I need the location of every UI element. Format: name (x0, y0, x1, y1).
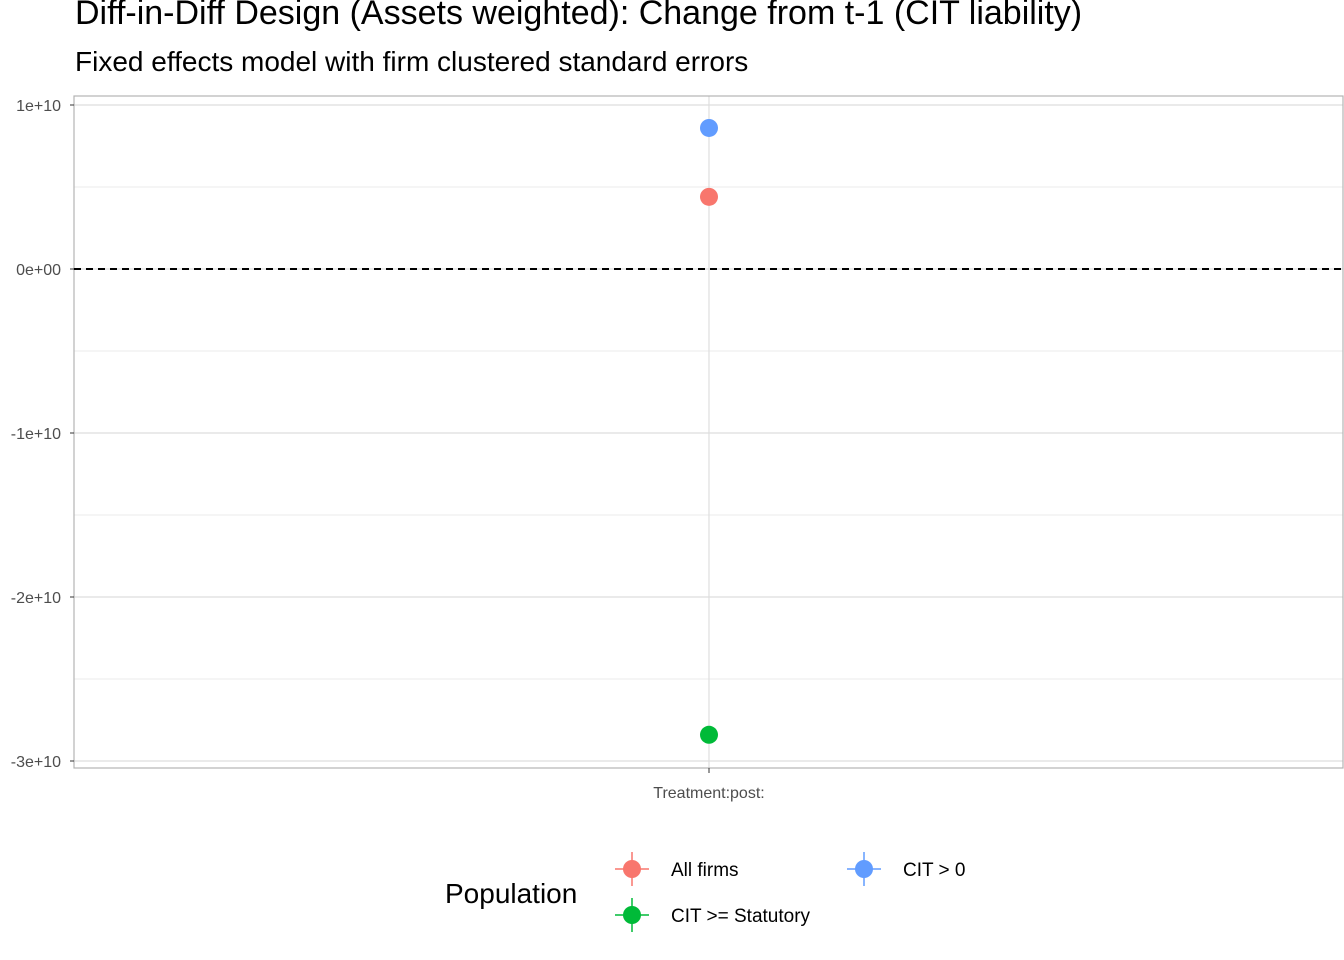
legend-key-point (623, 906, 641, 924)
legend-item-cit-0: CIT > 0 (847, 852, 965, 886)
y-tick-label: 1e+10 (16, 98, 61, 115)
point-cit-statutory (700, 725, 718, 744)
point-cit-0 (700, 118, 718, 137)
y-tick-label: -2e+10 (11, 590, 61, 607)
legend-label: CIT > 0 (903, 860, 965, 881)
legend-key-point (855, 860, 873, 878)
y-tick-label: 0e+00 (16, 262, 61, 279)
legend-label: All firms (671, 860, 739, 881)
y-tick-label: -1e+10 (11, 426, 61, 443)
legend-label: CIT >= Statutory (671, 906, 811, 927)
x-tick-label: Treatment:post: (653, 785, 764, 802)
legend-key-point (623, 860, 641, 878)
legend-item-cit-statutory: CIT >= Statutory (615, 898, 811, 932)
y-tick-label: -3e+10 (11, 754, 61, 771)
legend-title: Population (445, 878, 577, 909)
chart-title: Diff-in-Diff Design (Assets weighted): C… (75, 0, 1083, 32)
point-all-firms (700, 187, 718, 206)
chart-subtitle: Fixed effects model with firm clustered … (75, 46, 749, 77)
legend-item-all-firms: All firms (615, 852, 739, 886)
